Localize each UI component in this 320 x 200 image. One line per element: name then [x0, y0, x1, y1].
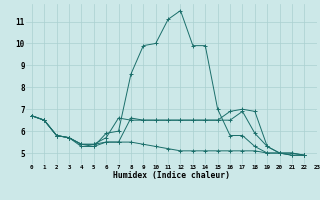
X-axis label: Humidex (Indice chaleur): Humidex (Indice chaleur): [113, 171, 230, 180]
